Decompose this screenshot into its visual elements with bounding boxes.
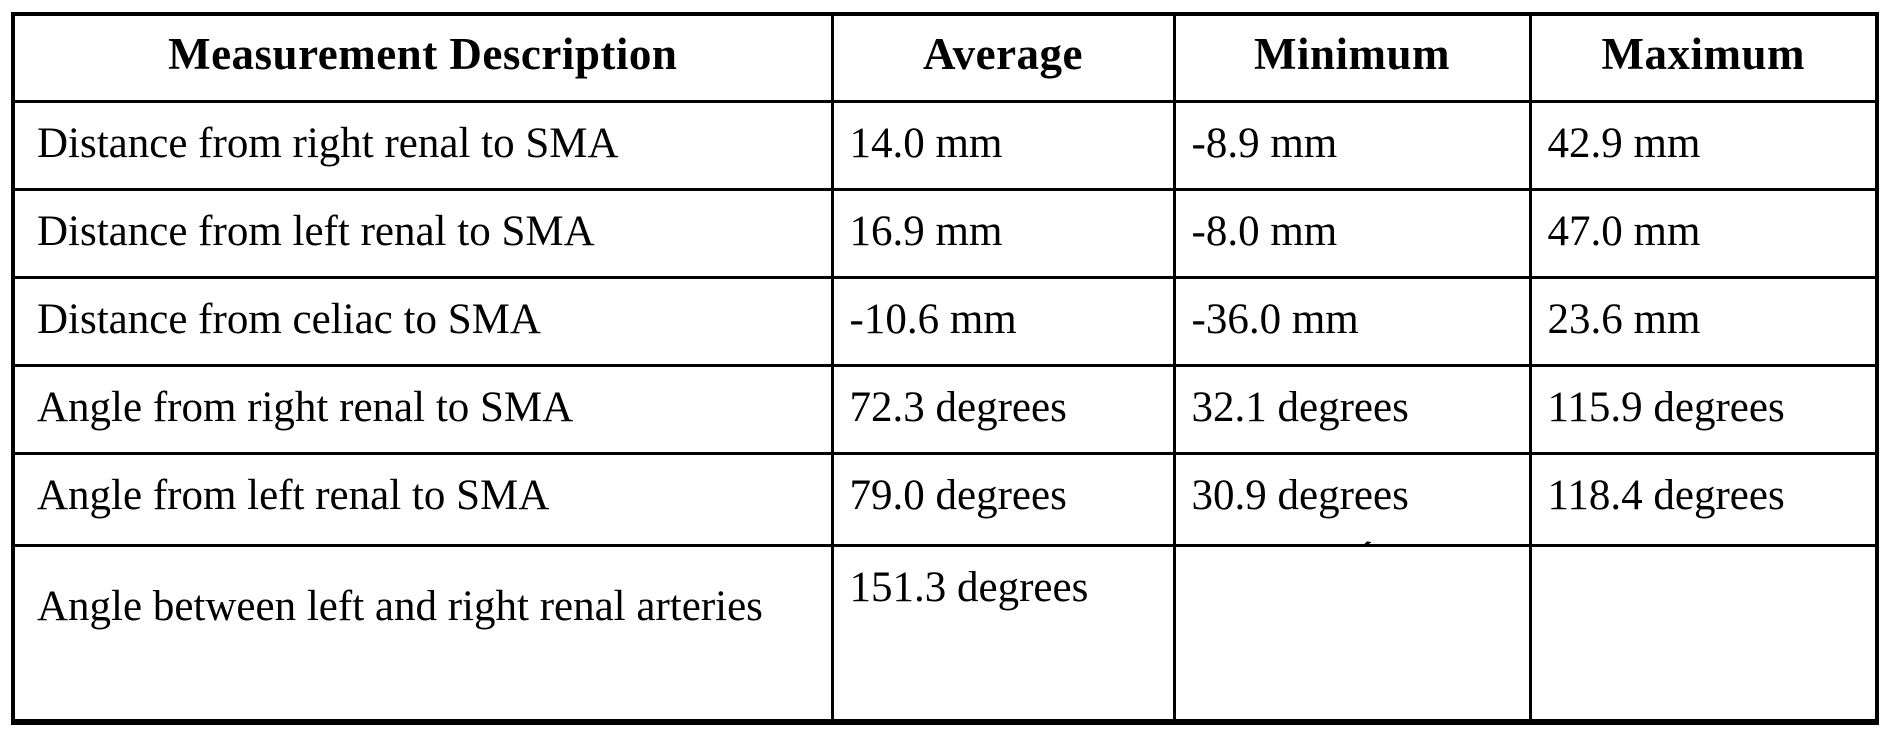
table-row-angle-right-renal: Angle from right renal to SMA 72.3 degre… [11, 363, 1879, 455]
cell-average: 72.3 degrees [830, 363, 1176, 455]
cell-maximum: 42.9 mm [1528, 99, 1879, 191]
cell-average: 151.3 degrees [830, 543, 1176, 724]
table-row-angle-between-renals: Angle between left and right renal arter… [11, 543, 1879, 724]
cell-average: 79.0 degrees [830, 451, 1176, 547]
cell-average: -10.6 mm [830, 275, 1176, 367]
cell-description: Distance from celiac to SMA [11, 275, 834, 367]
cell-maximum: 118.4 degrees [1528, 451, 1879, 547]
cell-description: Angle from right renal to SMA [11, 363, 834, 455]
cell-minimum: -36.0 mm [1172, 275, 1532, 367]
header-row: Measurement Description Average Minimum … [11, 12, 1879, 103]
cell-average: 14.0 mm [830, 99, 1176, 191]
cell-minimum: 32.1 degrees [1172, 363, 1532, 455]
table-row-distance-right-renal: Distance from right renal to SMA 14.0 mm… [11, 99, 1879, 191]
justified-description-text: Angle between left and right renal arter… [37, 582, 763, 630]
table-row-angle-left-renal: Angle from left renal to SMA 79.0 degree… [11, 451, 1879, 547]
cell-minimum: 30.9 degrees [1172, 451, 1532, 547]
column-header-average: Average [830, 12, 1176, 103]
cell-average: 16.9 mm [830, 187, 1176, 279]
column-header-maximum: Maximum [1528, 12, 1879, 103]
cell-minimum [1172, 543, 1532, 724]
table-row-distance-left-renal: Distance from left renal to SMA 16.9 mm … [11, 187, 1879, 279]
table-row-distance-celiac: Distance from celiac to SMA -10.6 mm -36… [11, 275, 1879, 367]
cell-description: Angle between left and right renal arter… [11, 543, 834, 724]
cell-minimum: -8.0 mm [1172, 187, 1532, 279]
cell-description: Distance from right renal to SMA [11, 99, 834, 191]
cell-minimum: -8.9 mm [1172, 99, 1532, 191]
cell-maximum: 115.9 degrees [1528, 363, 1879, 455]
cell-maximum: 23.6 mm [1528, 275, 1879, 367]
cell-maximum [1528, 543, 1879, 724]
column-header-measurement-description: Measurement Description [11, 12, 834, 103]
cell-description: Distance from left renal to SMA [11, 187, 834, 279]
cell-description: Angle from left renal to SMA [11, 451, 834, 547]
cell-maximum: 47.0 mm [1528, 187, 1879, 279]
measurements-table: Measurement Description Average Minimum … [11, 12, 1879, 725]
column-header-minimum: Minimum [1172, 12, 1532, 103]
